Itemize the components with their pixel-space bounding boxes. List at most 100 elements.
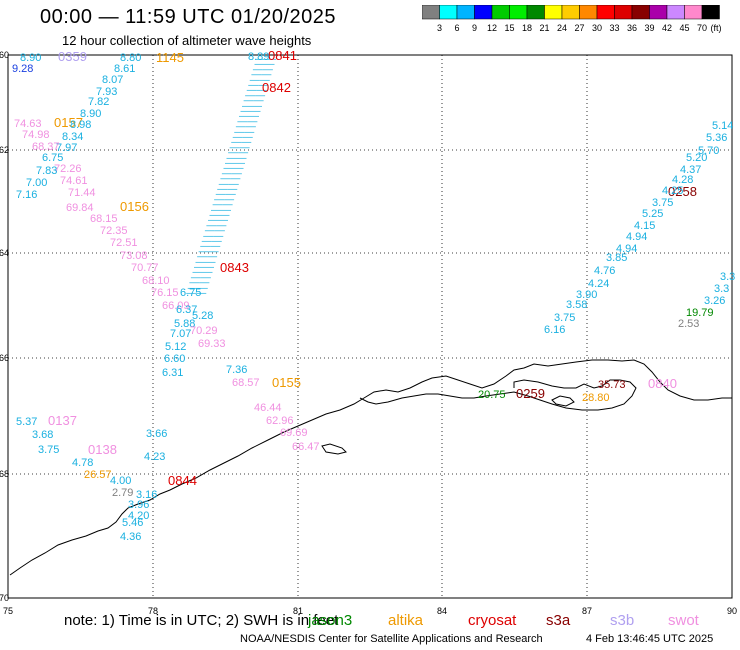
- latitude-tick: 60: [0, 50, 9, 60]
- wave-height-value: 6.60: [164, 353, 185, 365]
- color-scale-label: 21: [539, 23, 549, 33]
- wave-height-value: 8.90: [20, 52, 41, 64]
- color-scale-label: 18: [522, 23, 532, 33]
- wave-height-value: 5.20: [686, 152, 707, 164]
- wave-height-value: 9.28: [12, 63, 33, 75]
- wave-height-value: 35.73: [598, 379, 626, 391]
- pass-time-label: 0156: [120, 199, 149, 214]
- wave-height-value: 72.51: [110, 237, 138, 249]
- wave-height-value: 3.85: [606, 252, 627, 264]
- dense-track-tick: ——: [251, 70, 271, 81]
- wave-height-value: 7.36: [226, 364, 247, 376]
- pass-time-label: 0138: [88, 442, 117, 457]
- dense-track-tick: ——: [233, 132, 253, 143]
- wave-height-value: 4.94: [626, 231, 647, 243]
- wave-height-value: 73.08: [120, 250, 148, 262]
- wave-height-value: 4.00: [110, 475, 131, 487]
- dense-track-tick: ——: [192, 267, 212, 278]
- wave-height-value: 3.90: [576, 289, 597, 301]
- wave-height-value: 74.63: [14, 118, 42, 130]
- dense-track-tick: ——: [220, 174, 240, 185]
- wave-height-value: 4.24: [588, 278, 609, 290]
- wave-height-value: 69.33: [198, 338, 226, 350]
- pass-time-label: 0157: [54, 115, 83, 130]
- wave-height-value: 7.07: [170, 328, 191, 340]
- wave-height-value: 66.47: [292, 441, 320, 453]
- longitude-tick: 75: [3, 606, 13, 616]
- wave-height-value: 3.3: [714, 283, 729, 295]
- pass-time-label: 0155: [272, 375, 301, 390]
- lat-lon-grid: [8, 55, 732, 598]
- longitude-tick: 84: [437, 606, 447, 616]
- dense-track-tick: ——: [225, 158, 245, 169]
- run-date: 4 Feb 13:46:45 UTC 2025: [586, 633, 714, 645]
- small-island: [321, 443, 347, 455]
- dense-track-tick: ——: [210, 210, 230, 221]
- wave-height-value: 6.37: [176, 304, 197, 316]
- wave-height-value: 8.07: [102, 74, 123, 86]
- color-scale-label: 30: [592, 23, 602, 33]
- wave-height-value: 4.37: [680, 164, 701, 176]
- pass-time-label: 0842: [262, 80, 291, 95]
- wave-height-value: 7.97: [56, 142, 77, 154]
- wave-height-value: 5.36: [706, 132, 727, 144]
- wave-height-value: 70.29: [190, 325, 218, 337]
- latitude-tick: 70: [0, 593, 9, 603]
- dense-track-tick: ——: [186, 288, 206, 299]
- color-scale-label: 36: [627, 23, 637, 33]
- color-scale-label: 39: [644, 23, 654, 33]
- color-scale-label: 9: [472, 23, 477, 33]
- wave-height-value: 5.37: [16, 416, 37, 428]
- wave-height-value: 3.75: [652, 197, 673, 209]
- dense-track-tick: ——: [222, 168, 242, 179]
- dense-track-tick: ——: [248, 80, 268, 91]
- credit-text: NOAA/NESDIS Center for Satellite Applica…: [240, 633, 543, 645]
- dense-track-tick: ——: [202, 236, 222, 247]
- color-scale-unit: (ft): [711, 23, 722, 33]
- wave-height-value: 4.28: [672, 174, 693, 186]
- dense-track-tick: ——: [245, 90, 265, 101]
- color-scale-label: 15: [504, 23, 514, 33]
- dense-track-tick: ——: [208, 215, 228, 226]
- color-scale-label: 6: [454, 23, 459, 33]
- wave-height-value: 28.80: [582, 392, 610, 404]
- wave-height-value: 5.88: [174, 318, 195, 330]
- dense-track-tick: ——: [234, 127, 254, 138]
- wave-height-value: 19.79: [686, 307, 714, 319]
- dense-track-tick: ——: [228, 148, 248, 159]
- dense-track-tick: ——: [239, 111, 259, 122]
- dense-track-tick: ——: [230, 142, 250, 153]
- legend-sat-cryosat: cryosat: [468, 612, 517, 629]
- dense-track-tick: ——: [219, 179, 239, 190]
- dense-track-tick: ——: [256, 54, 276, 65]
- latitude-tick: 66: [0, 353, 9, 363]
- wave-height-value: 68.57: [232, 377, 260, 389]
- wave-height-value: 7.16: [16, 189, 37, 201]
- map-subtitle: 12 hour collection of altimeter wave hei…: [62, 33, 312, 48]
- dense-track-tick: ——: [231, 137, 251, 148]
- wave-height-value: 3.66: [146, 428, 167, 440]
- wave-height-value: 4.78: [72, 457, 93, 469]
- dense-track-tick: ——: [244, 96, 264, 107]
- latitude-tick: 62: [0, 145, 9, 155]
- wave-height-value: 4.76: [594, 265, 615, 277]
- latitude-tick: 68: [0, 469, 9, 479]
- color-swatch: [701, 5, 720, 20]
- wave-height-value: 2.53: [678, 318, 699, 330]
- pass-time-label: 0840: [648, 376, 677, 391]
- wave-height-value: 8.89: [248, 51, 269, 63]
- wave-height-value: 74.98: [22, 129, 50, 141]
- wave-height-value: 2.79: [112, 487, 133, 499]
- axis-ticks: 75 78 81 84 87 90 60 62 64 66 68 70: [0, 50, 737, 616]
- color-scale-label: 33: [609, 23, 619, 33]
- dense-track-tick: ——: [247, 85, 267, 96]
- pass-time-label: 0258: [668, 184, 697, 199]
- legend-sat-altika: altika: [388, 612, 424, 629]
- wave-height-value: 68.10: [142, 275, 170, 287]
- color-scale-label: 12: [487, 23, 497, 33]
- wave-height-value: 5.46: [122, 517, 143, 529]
- color-scale-label: 3: [437, 23, 442, 33]
- map-frame: [7, 54, 733, 599]
- dense-track-tick: ——: [217, 184, 237, 195]
- dense-track-tick: ——: [200, 241, 220, 252]
